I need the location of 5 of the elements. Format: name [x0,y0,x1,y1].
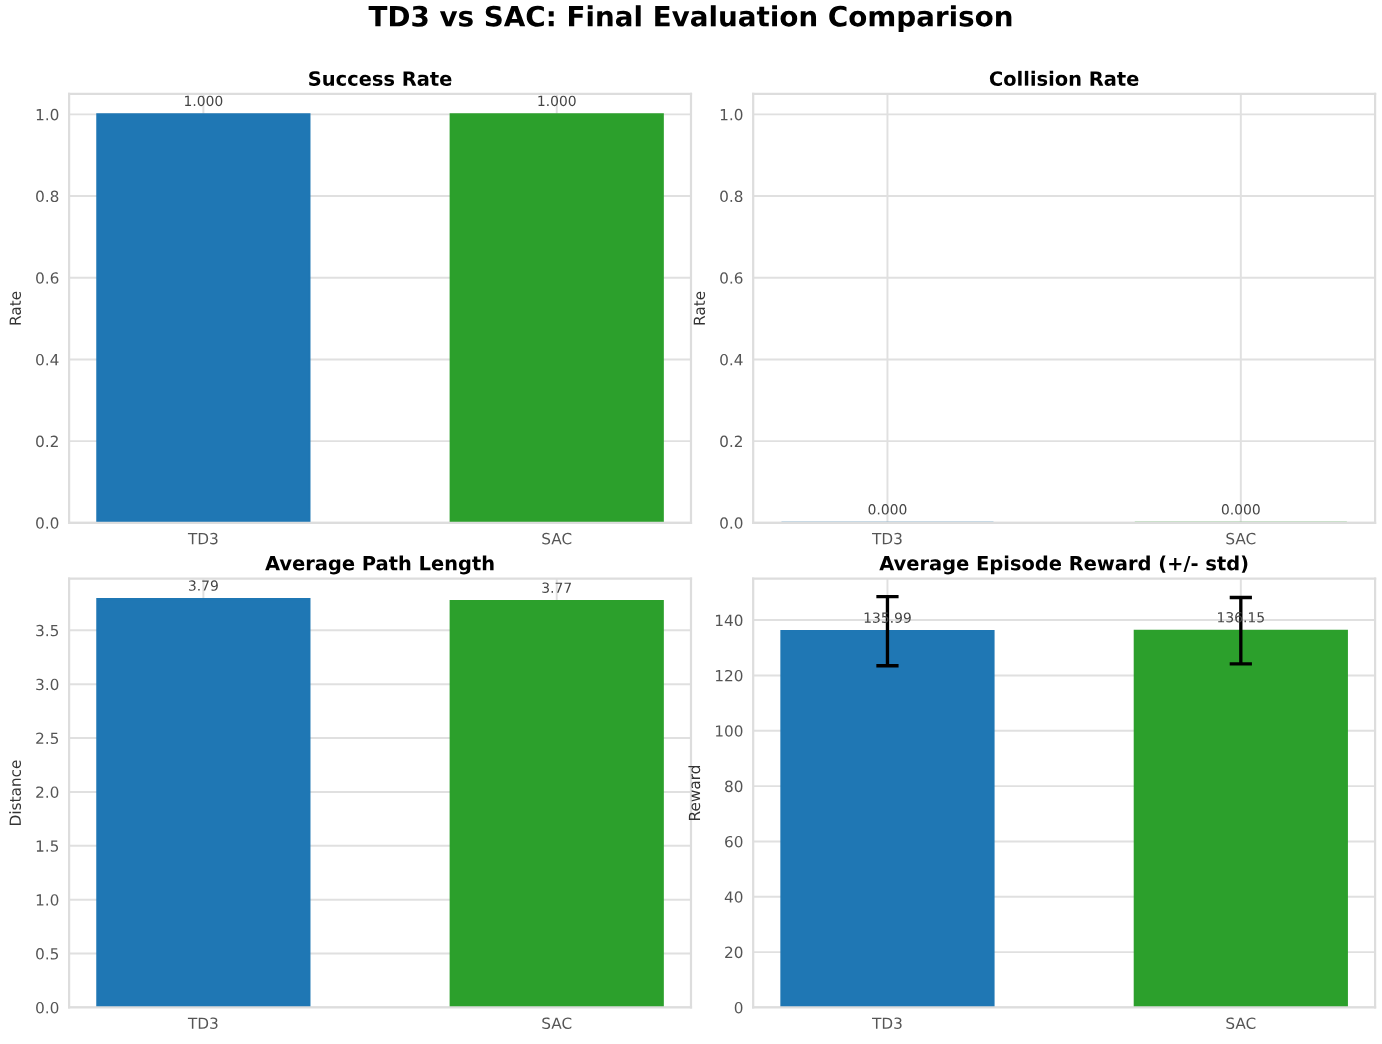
chart-title: Average Path Length [265,555,494,575]
text: TD3 vs SAC: Final Evaluation Comparison [368,5,1012,33]
chart-title: Collision Rate [989,70,1139,86]
chart-title: Average Episode Reward (+/- std) [879,555,1248,575]
chart-title: Success Rate [309,71,452,86]
